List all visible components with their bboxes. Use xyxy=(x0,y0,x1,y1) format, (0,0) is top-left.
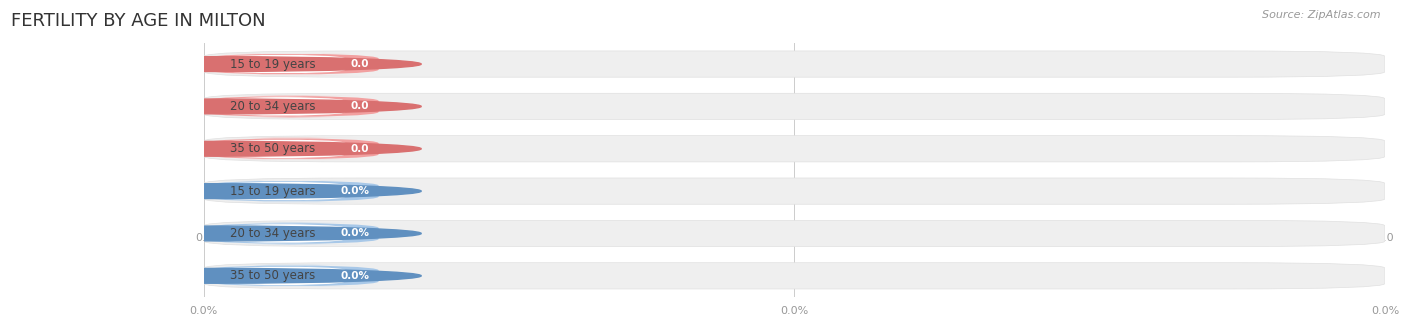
Text: 0.0%: 0.0% xyxy=(340,186,370,196)
FancyBboxPatch shape xyxy=(218,266,346,285)
FancyBboxPatch shape xyxy=(204,265,378,287)
Circle shape xyxy=(8,99,422,114)
Text: 0.0%: 0.0% xyxy=(340,271,370,281)
FancyBboxPatch shape xyxy=(204,263,1385,289)
Text: 20 to 34 years: 20 to 34 years xyxy=(229,227,315,240)
Circle shape xyxy=(8,184,422,199)
FancyBboxPatch shape xyxy=(218,139,346,158)
FancyBboxPatch shape xyxy=(204,180,378,202)
Text: 0.0: 0.0 xyxy=(195,234,212,244)
Text: 0.0: 0.0 xyxy=(1376,234,1393,244)
Text: 0.0: 0.0 xyxy=(350,101,370,112)
FancyBboxPatch shape xyxy=(218,224,346,243)
FancyBboxPatch shape xyxy=(218,54,346,74)
Text: 0.0: 0.0 xyxy=(350,144,370,154)
Text: 35 to 50 years: 35 to 50 years xyxy=(229,142,315,155)
FancyBboxPatch shape xyxy=(218,97,346,116)
FancyBboxPatch shape xyxy=(204,178,1385,204)
FancyBboxPatch shape xyxy=(204,220,1385,247)
Text: Source: ZipAtlas.com: Source: ZipAtlas.com xyxy=(1263,10,1381,20)
FancyBboxPatch shape xyxy=(204,222,378,245)
Circle shape xyxy=(8,57,422,72)
Text: 15 to 19 years: 15 to 19 years xyxy=(229,184,315,198)
FancyBboxPatch shape xyxy=(204,95,378,117)
Text: 15 to 19 years: 15 to 19 years xyxy=(229,57,315,71)
Circle shape xyxy=(8,226,422,241)
Text: 20 to 34 years: 20 to 34 years xyxy=(229,100,315,113)
Circle shape xyxy=(8,268,422,283)
FancyBboxPatch shape xyxy=(204,93,1385,119)
Text: 35 to 50 years: 35 to 50 years xyxy=(229,269,315,282)
Text: 0.0: 0.0 xyxy=(786,234,803,244)
FancyBboxPatch shape xyxy=(204,138,378,160)
FancyBboxPatch shape xyxy=(204,136,1385,162)
Text: 0.0: 0.0 xyxy=(350,59,370,69)
FancyBboxPatch shape xyxy=(218,182,346,201)
Text: 0.0%: 0.0% xyxy=(340,228,370,239)
FancyBboxPatch shape xyxy=(204,53,378,75)
Circle shape xyxy=(8,141,422,156)
FancyBboxPatch shape xyxy=(204,51,1385,77)
Text: FERTILITY BY AGE IN MILTON: FERTILITY BY AGE IN MILTON xyxy=(11,12,266,30)
